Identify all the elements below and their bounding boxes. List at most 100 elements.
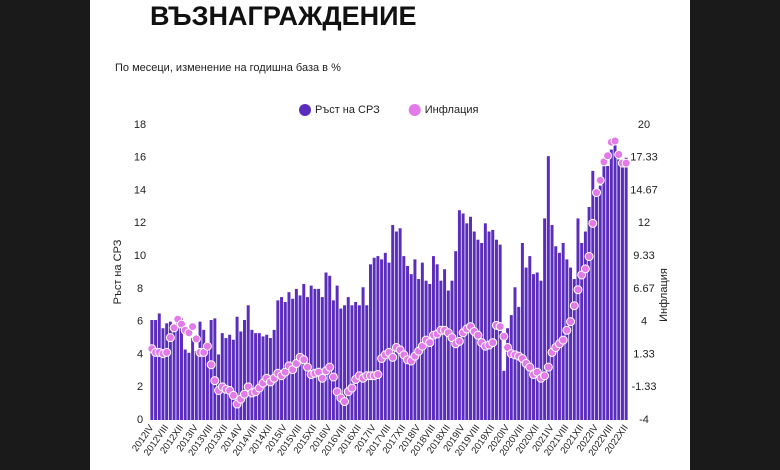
- bar: [617, 159, 621, 420]
- bar: [209, 320, 213, 420]
- y2-tick-label: 12: [638, 217, 650, 229]
- bar: [157, 313, 161, 420]
- bar: [183, 349, 187, 420]
- dot: [325, 362, 335, 372]
- bar: [328, 275, 332, 420]
- bar: [587, 206, 591, 420]
- dot: [210, 376, 220, 386]
- bar: [461, 213, 465, 420]
- bar: [354, 302, 358, 420]
- bar: [383, 252, 387, 420]
- dot: [328, 372, 338, 382]
- bar: [346, 297, 350, 420]
- y-tick-label: 2: [137, 381, 143, 393]
- y-tick-label: 14: [134, 184, 146, 196]
- dot: [347, 383, 357, 393]
- dot: [525, 362, 535, 372]
- bar: [339, 308, 343, 420]
- y-tick-label: 10: [134, 250, 146, 262]
- bar: [150, 320, 154, 420]
- bar: [350, 305, 354, 420]
- bar: [557, 252, 561, 420]
- bar: [535, 272, 539, 420]
- bar: [539, 280, 543, 420]
- dot: [499, 331, 509, 341]
- y-tick-label: 12: [134, 217, 146, 229]
- bar: [161, 328, 165, 420]
- legend-label: Ръст на СРЗ: [315, 104, 380, 116]
- bar: [465, 223, 469, 420]
- bar: [365, 305, 369, 420]
- chart-title: ВЪЗНАГРАЖДЕНИЕ: [150, 1, 417, 31]
- bar: [376, 256, 380, 420]
- y2-tick-label: 20: [638, 119, 650, 131]
- y-tick-label: 18: [134, 119, 146, 131]
- bar: [280, 297, 284, 420]
- bar: [506, 328, 510, 420]
- dot: [169, 323, 179, 333]
- bar: [165, 323, 169, 420]
- dot: [299, 355, 309, 365]
- bar: [520, 243, 524, 420]
- dot: [543, 362, 553, 372]
- dot: [202, 341, 212, 351]
- bar: [324, 272, 328, 420]
- dot: [610, 136, 620, 146]
- bar: [313, 288, 317, 420]
- bar: [546, 156, 550, 420]
- bar: [494, 239, 498, 420]
- dot: [573, 285, 583, 295]
- bar: [287, 292, 291, 420]
- dot: [614, 150, 624, 159]
- bar: [606, 165, 610, 420]
- dot: [165, 333, 175, 343]
- bar: [250, 329, 254, 420]
- dot: [595, 175, 605, 185]
- dot: [580, 264, 590, 274]
- bar: [205, 346, 209, 420]
- y-axis-label: Ръст на СРЗ: [112, 239, 124, 304]
- dot: [388, 352, 398, 362]
- bar: [428, 283, 432, 420]
- bar: [343, 305, 347, 420]
- bar: [202, 329, 206, 420]
- y-tick-label: 16: [134, 152, 146, 164]
- bar: [398, 228, 402, 420]
- dot: [488, 338, 498, 348]
- dot: [162, 347, 172, 357]
- bar: [595, 188, 598, 420]
- bar: [498, 244, 502, 420]
- bar: [480, 243, 484, 420]
- legend-swatch: [408, 104, 421, 116]
- bar: [528, 256, 532, 420]
- bar: [243, 320, 246, 420]
- bar: [357, 305, 361, 420]
- bar: [624, 157, 628, 420]
- bar: [409, 274, 413, 420]
- y2-tick-label: 4: [641, 316, 647, 328]
- y2-axis-label: Инфлация: [658, 268, 670, 322]
- dot: [239, 389, 249, 399]
- bar: [331, 300, 335, 420]
- y2-tick-label: -1.33: [631, 381, 656, 393]
- bar: [483, 223, 487, 420]
- bar: [302, 283, 306, 420]
- bar: [517, 306, 521, 420]
- dot: [206, 360, 216, 370]
- bar: [187, 352, 191, 420]
- bar: [591, 170, 595, 420]
- bar: [361, 287, 365, 420]
- y2-tick-label: -4: [639, 414, 649, 426]
- y2-tick-label: 14.67: [630, 184, 658, 196]
- bar: [550, 224, 554, 420]
- bar: [294, 288, 298, 420]
- bar: [406, 265, 410, 420]
- bar: [291, 298, 295, 420]
- bar: [402, 256, 406, 420]
- dot: [569, 301, 579, 311]
- y-tick-label: 6: [137, 316, 143, 328]
- bar: [583, 231, 587, 420]
- bar: [413, 259, 417, 420]
